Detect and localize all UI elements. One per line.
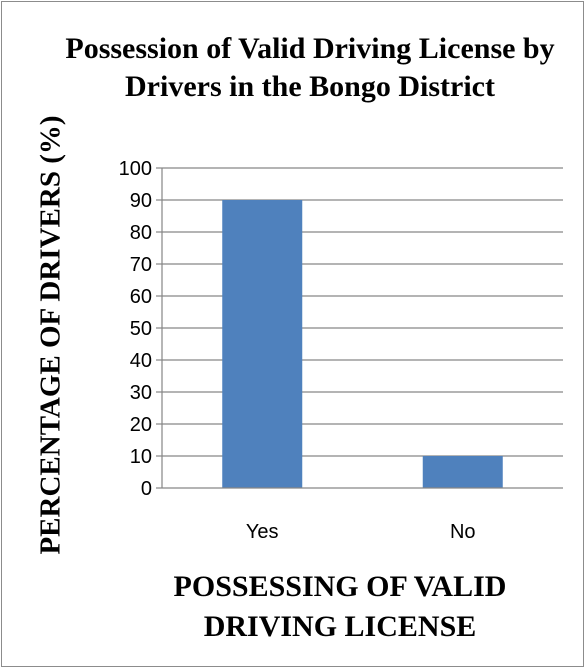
y-tick-label: 80 [130, 222, 152, 244]
y-tick-label: 40 [130, 350, 152, 372]
y-tick-label: 10 [130, 446, 152, 468]
x-axis-label: POSSESSING OF VALID DRIVING LICENSE [173, 570, 507, 643]
x-tick-labels: Yes No [246, 521, 476, 543]
x-tick-label: Yes [246, 521, 279, 543]
bar-no [422, 456, 503, 488]
bar-yes [222, 200, 303, 488]
y-tick-label: 70 [130, 254, 152, 276]
y-tick-label: 100 [119, 158, 152, 180]
y-tick-label: 30 [130, 382, 152, 404]
chart-title: Possession of Valid Driving License by D… [65, 32, 555, 103]
gridlines [156, 167, 563, 489]
y-tick-labels: 0 10 20 30 40 50 60 70 80 90 100 [119, 158, 152, 500]
y-tick-label: 0 [141, 478, 152, 500]
y-tick-label: 20 [130, 414, 152, 436]
bars [222, 200, 503, 488]
y-tick-label: 60 [130, 286, 152, 308]
y-tick-label: 90 [130, 190, 152, 212]
y-tick-label: 50 [130, 318, 152, 340]
x-tick-label: No [450, 521, 476, 543]
